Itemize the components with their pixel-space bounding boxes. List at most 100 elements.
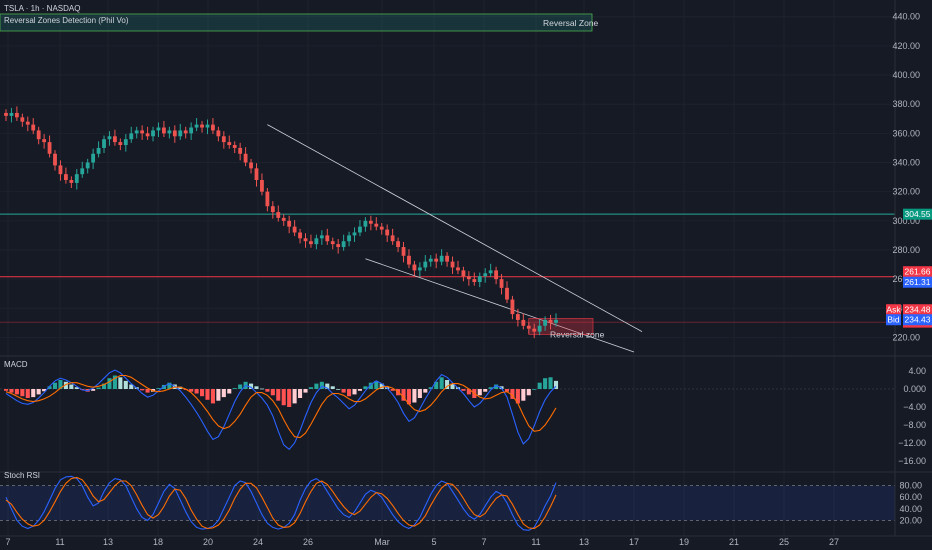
candle-body [483,273,488,277]
macd-histogram-bar [178,386,183,389]
bid-tag [886,314,901,326]
indicator-zone-box[interactable] [0,13,593,32]
price-pane[interactable]: Reversal zone [0,106,895,353]
macd-histogram-bar [25,389,30,398]
macd-histogram-bar [537,382,542,389]
candle-body [276,212,281,218]
candle-body [102,139,106,148]
x-tick-label: 20 [203,537,213,547]
candle-body [412,264,417,271]
candle-body [379,226,384,230]
ask-value-tag [903,304,932,316]
candle-body [347,235,351,242]
macd-histogram-bar [412,389,417,403]
candle-body [439,255,444,262]
macd-histogram-bar [287,389,292,407]
macd-histogram-bar [515,389,520,404]
x-tick-label: 26 [303,537,313,547]
candle-body [494,270,499,280]
macd-histogram-bar [428,387,433,389]
candle-body [123,139,128,146]
candle-body [260,180,264,192]
candle-body [36,130,41,140]
macd-histogram-bar [526,389,531,396]
candle-body [352,232,357,236]
macd-histogram-bar [434,381,439,389]
candle-body [325,235,330,242]
candle-body [80,168,85,175]
stoch-rsi-tick-label: 20.00 [899,515,922,525]
macd-histogram-bar [58,380,63,389]
macd-histogram-bar [325,383,330,389]
candle-body [172,130,177,137]
candle-body [20,117,25,122]
candle-body [9,112,14,116]
macd-histogram-bar [504,389,510,392]
level-tag [903,208,932,220]
x-tick-label: Mar [374,537,390,547]
macd-histogram-bar [298,389,303,398]
x-tick-label: 25 [779,537,789,547]
grid-lines [0,0,895,536]
candle-body [287,220,292,227]
candle-body [488,270,493,274]
candle-body [134,130,139,134]
macd-histogram-bar [118,377,123,389]
macd-histogram-bar [167,382,172,389]
macd-histogram-bar [445,380,450,389]
candle-body [390,235,395,242]
macd-histogram-bar [357,389,363,391]
macd-histogram-bar [221,389,226,398]
macd-histogram-bar [107,378,112,389]
candle-body [96,147,101,154]
candle-body [417,267,422,271]
candle-body [189,127,194,134]
level-tag-label: 261.66 [905,267,931,277]
candle-body [368,220,373,224]
candle-body [238,147,243,154]
candle-body [434,258,439,262]
macd-histogram-bar [466,389,471,395]
macd-pane[interactable] [0,369,895,451]
macd-tick-label: −16.00 [898,456,926,466]
macd-histogram-bar [265,389,270,392]
candle-body [537,325,542,332]
macd-histogram-bar [101,383,107,389]
macd-histogram-bar [69,384,74,389]
level-tag [903,276,932,288]
macd-histogram-bar [123,380,128,389]
candle-body [466,276,471,280]
x-tick-label: 7 [5,537,10,547]
candle-body [63,174,68,180]
candle-body [243,153,248,163]
candle-body [129,133,134,140]
candle-body [53,153,57,166]
indicator-name: Reversal Zones Detection (Phil Vo) [4,16,129,25]
candle-body [461,270,466,277]
candle-body [505,287,509,300]
candle-body [85,162,90,169]
macd-histogram-bar [20,389,25,397]
macd-histogram-bar [352,389,357,395]
stoch-rsi-pane[interactable] [0,475,895,531]
price-tick-label: 400.00 [892,70,920,80]
price-tick-label: 440.00 [892,12,920,22]
macd-histogram-bar [363,386,368,389]
price-tick-label: 220.00 [892,332,920,342]
stoch-rsi-tick-label: 80.00 [899,481,922,491]
macd-histogram-bar [494,384,499,389]
channel-upper-line [267,124,643,332]
candle-body [445,255,449,262]
candle-body [303,238,308,242]
macd-histogram-bar [303,389,308,393]
bid-label: Bid [887,315,900,325]
candle-body [526,325,531,329]
candle-body [456,267,460,271]
candle-body [14,112,19,118]
macd-histogram-bar [14,389,19,395]
macd-histogram-bar [254,386,259,389]
candle-body [314,238,319,245]
candle-body [232,145,237,148]
candle-body [341,241,346,248]
